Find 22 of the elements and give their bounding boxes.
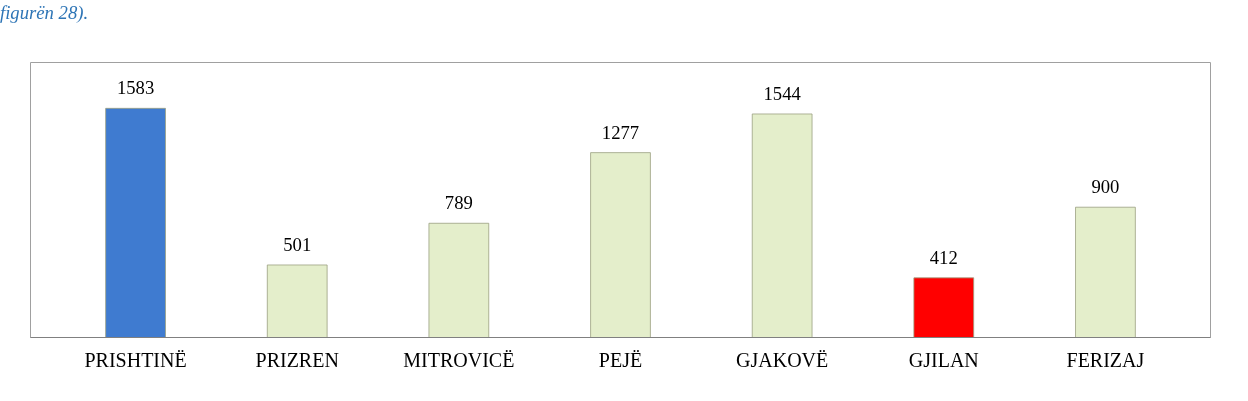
bar xyxy=(913,277,975,338)
x-tick-label: PRIZREN xyxy=(255,348,339,371)
x-tick-label: MITROVICË xyxy=(403,348,515,371)
data-label: 501 xyxy=(283,233,312,255)
bar xyxy=(266,264,328,338)
data-label: 900 xyxy=(1091,176,1120,198)
x-tick-label: GJAKOVË xyxy=(736,348,829,371)
x-tick-label: FERIZAJ xyxy=(1066,348,1145,371)
data-label: 1583 xyxy=(116,77,155,99)
bar xyxy=(1075,206,1136,338)
text: figurën 28). xyxy=(0,1,89,25)
bar xyxy=(590,152,651,338)
x-tick-label: PRISHTINË xyxy=(84,348,187,371)
data-label: 1544 xyxy=(763,82,802,104)
x-tick-label: GJILAN xyxy=(908,348,979,371)
bar xyxy=(428,222,490,338)
data-label: 1277 xyxy=(601,121,640,143)
bar xyxy=(105,107,166,338)
bar xyxy=(751,113,813,338)
data-label: 789 xyxy=(444,192,473,214)
data-label: 412 xyxy=(929,246,958,268)
x-tick-label: PEJË xyxy=(598,348,643,371)
